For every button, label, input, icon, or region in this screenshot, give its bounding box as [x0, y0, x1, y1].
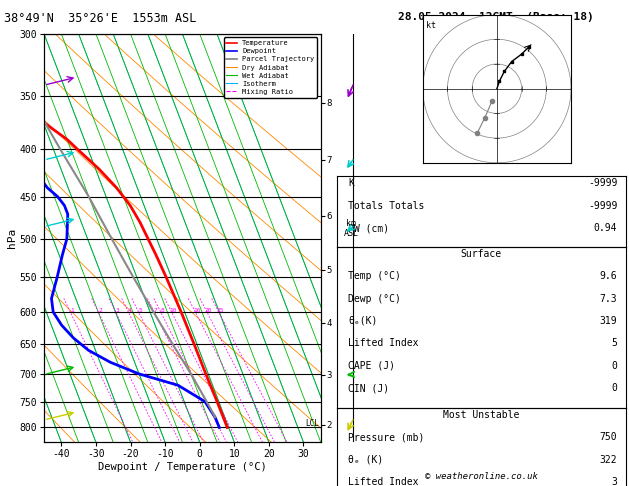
- Text: 20: 20: [205, 309, 213, 313]
- Text: θₑ(K): θₑ(K): [348, 316, 377, 326]
- Text: PW (cm): PW (cm): [348, 223, 389, 233]
- Text: 3: 3: [611, 477, 617, 486]
- Text: Dewp (°C): Dewp (°C): [348, 294, 401, 304]
- Text: -9999: -9999: [587, 201, 617, 211]
- Text: kt: kt: [426, 20, 436, 30]
- Text: 7.3: 7.3: [599, 294, 617, 304]
- Text: 8: 8: [160, 309, 164, 313]
- Text: 0.94: 0.94: [594, 223, 617, 233]
- Text: 2: 2: [98, 309, 102, 313]
- Text: CAPE (J): CAPE (J): [348, 361, 395, 371]
- Text: Lifted Index: Lifted Index: [348, 477, 418, 486]
- Text: Temp (°C): Temp (°C): [348, 271, 401, 281]
- X-axis label: Dewpoint / Temperature (°C): Dewpoint / Temperature (°C): [98, 462, 267, 472]
- Text: 5: 5: [611, 338, 617, 348]
- Text: 9.6: 9.6: [599, 271, 617, 281]
- Text: 0: 0: [611, 383, 617, 393]
- Text: 4: 4: [128, 309, 132, 313]
- Text: 7: 7: [154, 309, 158, 313]
- Text: 3: 3: [115, 309, 119, 313]
- Text: 750: 750: [599, 432, 617, 442]
- Text: 1: 1: [70, 309, 74, 313]
- Text: θₑ (K): θₑ (K): [348, 454, 383, 465]
- Text: 5: 5: [138, 309, 142, 313]
- Text: 16: 16: [193, 309, 201, 313]
- Legend: Temperature, Dewpoint, Parcel Trajectory, Dry Adiabat, Wet Adiabat, Isotherm, Mi: Temperature, Dewpoint, Parcel Trajectory…: [223, 37, 317, 98]
- Text: K: K: [348, 178, 354, 189]
- Text: © weatheronline.co.uk: © weatheronline.co.uk: [425, 472, 538, 481]
- Text: -9999: -9999: [587, 178, 617, 189]
- Text: LCL: LCL: [305, 419, 319, 428]
- Text: 38°49'N  35°26'E  1553m ASL: 38°49'N 35°26'E 1553m ASL: [4, 12, 197, 25]
- Text: 0: 0: [611, 361, 617, 371]
- Text: Totals Totals: Totals Totals: [348, 201, 425, 211]
- Y-axis label: km
ASL: km ASL: [343, 219, 359, 238]
- Text: CIN (J): CIN (J): [348, 383, 389, 393]
- Text: 25: 25: [217, 309, 225, 313]
- Text: 322: 322: [599, 454, 617, 465]
- Text: 28.05.2024  12GMT  (Base: 18): 28.05.2024 12GMT (Base: 18): [398, 12, 594, 22]
- Text: 10: 10: [170, 309, 177, 313]
- Y-axis label: hPa: hPa: [7, 228, 17, 248]
- Text: Lifted Index: Lifted Index: [348, 338, 418, 348]
- Text: Pressure (mb): Pressure (mb): [348, 432, 425, 442]
- Text: Surface: Surface: [460, 249, 502, 259]
- Text: 319: 319: [599, 316, 617, 326]
- Text: Most Unstable: Most Unstable: [443, 410, 520, 420]
